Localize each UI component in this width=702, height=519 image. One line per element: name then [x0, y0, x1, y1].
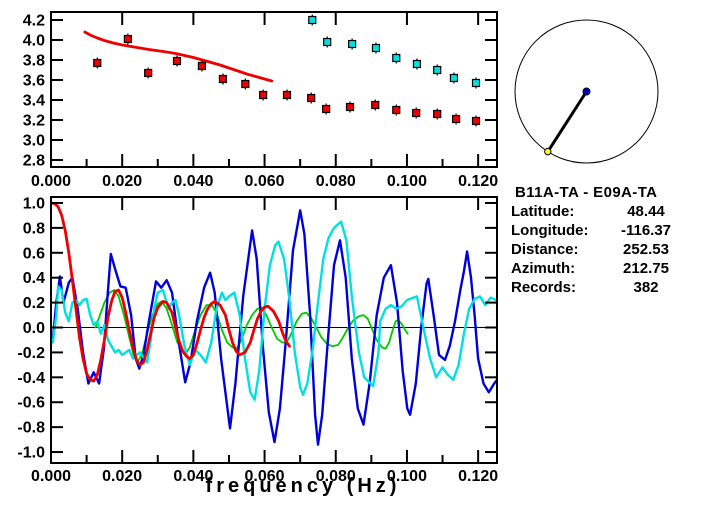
velocity-dispersion-chart: 0.000 0.020 0.040 0.060 0.080 0.100 0.120 4.2 4.… [23, 11, 498, 190]
data-point-marker [412, 108, 421, 118]
x-tick-label: 0.100 [387, 173, 427, 190]
info-label: Distance: [511, 241, 579, 258]
data-point-marker [197, 61, 207, 71]
y-tick-label: 3.2 [23, 113, 45, 130]
data-point-marker [307, 93, 316, 103]
info-label: Latitude: [511, 203, 575, 220]
plot-frame [50, 11, 498, 168]
data-point-marker [471, 78, 481, 88]
data-point-marker [345, 102, 355, 112]
y-tick-label: 3.4 [23, 93, 45, 110]
y-tick-label: 4.2 [23, 13, 45, 30]
data-point-marker [433, 109, 442, 119]
station-info-row: Azimuth: 212.75 [511, 259, 688, 278]
compass-circle [514, 19, 659, 164]
data-point-marker [282, 90, 292, 100]
x-axis-title: frequency (Hz) [205, 475, 401, 497]
model-dispersion-curve [83, 30, 274, 83]
info-value: 382 [633, 279, 659, 296]
velocity-dispersion-plot-area[interactable] [51, 12, 497, 167]
info-label: Longitude: [511, 222, 589, 239]
x-tick-label: 0.000 [31, 173, 71, 190]
axis-ticks [50, 13, 496, 166]
data-point-marker [123, 34, 132, 44]
x-tick-label: 0.040 [173, 468, 213, 485]
y-tick-label: 0.4 [23, 270, 45, 287]
info-value: 252.53 [623, 241, 669, 258]
x-tick-label: 0.060 [245, 468, 285, 485]
info-value: -116.37 [620, 222, 672, 239]
data-point-marker [433, 65, 442, 75]
x-tick-label: 0.000 [31, 468, 71, 485]
azimuth-compass [514, 19, 659, 164]
station-info-row: Longitude: -116.37 [511, 221, 688, 240]
x-tick-label: 0.120 [458, 468, 498, 485]
x-tick-label: 0.120 [458, 173, 498, 190]
station-info-row: Records: 382 [511, 278, 688, 297]
info-value: 212.75 [623, 260, 669, 277]
data-point-marker [392, 105, 401, 115]
data-point-marker [471, 116, 481, 126]
data-point-marker [371, 43, 381, 53]
x-tick-label: 0.080 [316, 468, 356, 485]
x-tick-label: 0.020 [102, 173, 142, 190]
x-tick-label: 0.080 [316, 173, 356, 190]
axis-ticks [50, 198, 496, 462]
cross-spectrum-chart: 0.000 0.020 0.040 0.060 0.080 0.100 0.120 1.0 0.… [17, 195, 498, 485]
data-point-marker [322, 104, 331, 114]
cross-spectrum-plot-area[interactable] [51, 197, 497, 463]
y-tick-label: -0.4 [17, 370, 45, 387]
info-label: Azimuth: [511, 260, 576, 277]
x-tick-label: 0.060 [245, 173, 285, 190]
azimuth-endpoint-dot [544, 147, 552, 156]
data-point-marker [451, 114, 461, 124]
y-tick-label: 0.6 [23, 245, 45, 262]
data-point-marker [308, 15, 317, 25]
y-tick-label: 3.0 [23, 133, 45, 150]
station-pair-title: B11A-TA - E09A-TA [515, 184, 658, 201]
y-tick-label: 3.8 [23, 53, 45, 70]
blue-curve [51, 209, 497, 446]
data-point-marker [144, 68, 153, 78]
x-tick-label: 0.040 [173, 173, 213, 190]
y-tick-label: 0.8 [23, 220, 45, 237]
station-info-panel: B11A-TA - E09A-TA Latitude: 48.44 Longit… [511, 183, 688, 297]
red-curve [51, 201, 291, 383]
data-point-marker [412, 59, 422, 69]
y-tick-label: -1.0 [17, 445, 45, 462]
data-point-marker [218, 74, 228, 84]
station-info-row: Distance: 252.53 [511, 240, 688, 259]
info-value: 48.44 [627, 203, 665, 220]
dispersion-picks-cyan [308, 14, 481, 89]
y-tick-label: 2.8 [23, 153, 45, 170]
y-tick-label: 0.2 [23, 295, 45, 312]
data-point-marker [172, 56, 182, 66]
y-tick-label: 1.0 [23, 195, 45, 212]
y-tick-label: 0.0 [23, 320, 45, 337]
azimuth-line [546, 90, 588, 153]
center-station-dot [582, 87, 591, 96]
data-point-marker [371, 100, 380, 110]
data-point-marker [259, 90, 268, 100]
y-tick-label: -0.2 [17, 345, 45, 362]
y-tick-label: 4.0 [23, 33, 45, 50]
data-point-marker [449, 73, 459, 83]
data-point-marker [241, 79, 250, 89]
y-tick-label: -0.8 [17, 420, 45, 437]
data-point-marker [392, 53, 401, 63]
plot-frame [50, 196, 498, 464]
data-point-marker [93, 58, 102, 68]
data-point-marker [348, 39, 357, 49]
y-tick-label: 3.6 [23, 73, 45, 90]
x-tick-label: 0.100 [387, 468, 427, 485]
y-tick-label: -0.6 [17, 395, 45, 412]
dispersion-picks-red [93, 33, 481, 127]
x-tick-label: 0.020 [102, 468, 142, 485]
station-info-row: Latitude: 48.44 [511, 202, 688, 221]
cyan-curve [51, 220, 497, 401]
info-label: Records: [511, 279, 577, 296]
data-point-marker [323, 37, 332, 47]
